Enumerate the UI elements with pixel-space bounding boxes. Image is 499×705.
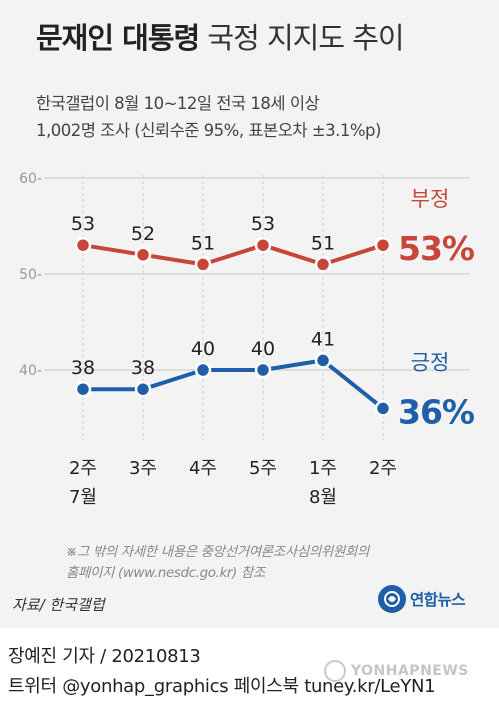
note-line2: 홈페이지 (www.nesdc.go.kr) 참조	[66, 565, 265, 581]
data-point	[134, 380, 152, 398]
watermark-text: YONHAPNEWS	[351, 663, 469, 679]
series-name-label: 부정	[411, 187, 450, 211]
data-point	[374, 236, 392, 254]
data-point	[74, 380, 92, 398]
watermark: YONHAPNEWS	[324, 660, 469, 682]
data-label: 38	[71, 357, 95, 379]
y-tick-label: 60-	[19, 171, 42, 187]
month-label: 8월	[309, 487, 337, 508]
x-tick-label: 2주	[69, 458, 97, 479]
data-label: 40	[251, 338, 275, 360]
series-name-label: 긍정	[411, 350, 450, 374]
data-label: 38	[131, 357, 155, 379]
data-point	[254, 236, 272, 254]
yonhap-logo-icon	[378, 585, 406, 613]
data-point	[194, 361, 212, 379]
series-latest-value: 36%	[398, 392, 475, 431]
month-label: 7월	[69, 487, 97, 508]
data-label: 53	[71, 213, 95, 235]
series-line-부정	[82, 243, 384, 267]
page-title: 문재인 대통령 국정 지지도 추이	[36, 20, 405, 56]
data-label: 40	[191, 338, 215, 360]
note-line1: ※그 밖의 자세한 내용은 중앙선거여론조사심의위원회의	[66, 544, 369, 560]
subtitle-line1: 한국갤럽이 8월 10~12일 전국 18세 이상	[36, 94, 320, 113]
x-tick-label: 4주	[189, 458, 217, 479]
data-point	[74, 236, 92, 254]
data-point	[314, 256, 332, 273]
line-chart: 40- 50- 60- 53 52 51 53 51 부정 53% 38 38 40 40 41 긍정 36% 2…	[19, 171, 476, 508]
series-latest-value: 53%	[398, 229, 475, 268]
social-credit: 트위터 @yonhap_graphics 페이스북 tuney.kr/LeYN1	[8, 676, 436, 697]
data-point	[134, 246, 152, 264]
logo-name: 연합뉴스	[410, 591, 466, 609]
data-label: 51	[191, 232, 215, 254]
data-point	[254, 361, 272, 379]
watermark-logo-icon	[324, 660, 346, 682]
data-label: 41	[311, 328, 335, 350]
subtitle-line2: 1,002명 조사 (신뢰수준 95%, 표본오차 ±3.1%p)	[36, 121, 381, 140]
x-tick-label: 1주	[309, 458, 337, 479]
yonhap-logo: 연합뉴스	[378, 584, 466, 614]
data-point	[194, 256, 212, 273]
x-tick-label: 2주	[369, 458, 397, 479]
data-label: 53	[251, 213, 275, 235]
data-label: 51	[311, 232, 335, 254]
data-label: 52	[131, 223, 155, 245]
y-tick-label: 50-	[19, 267, 42, 283]
title-bold: 문재인 대통령	[36, 21, 200, 55]
source-label: 자료/ 한국갤럽	[12, 596, 105, 614]
reporter-credit: 장예진 기자 / 20210813	[8, 646, 201, 667]
x-tick-label: 5주	[249, 458, 277, 479]
data-point	[314, 352, 332, 369]
series-line-긍정	[83, 358, 385, 410]
y-tick-label: 40-	[19, 363, 42, 379]
title-light: 국정 지지도 추이	[207, 21, 404, 55]
x-tick-label: 3주	[129, 458, 157, 479]
data-point	[374, 400, 392, 417]
